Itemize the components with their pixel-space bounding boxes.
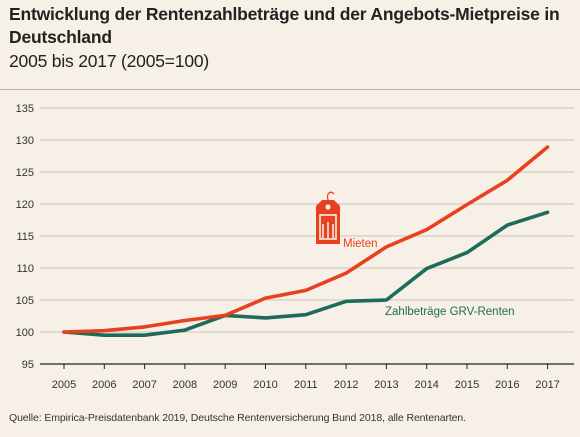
chart-subtitle: 2005 bis 2017 (2005=100) (9, 51, 210, 71)
y-tick-label: 105 (16, 295, 34, 307)
title-divider (0, 89, 580, 90)
y-tick-label: 100 (16, 327, 34, 339)
x-tick-label: 2008 (173, 379, 197, 391)
chart-grid (40, 107, 574, 365)
x-tick-label: 2015 (455, 379, 479, 391)
x-tick-label: 2010 (253, 379, 277, 391)
x-tick-label: 2009 (213, 379, 237, 391)
y-tick-label: 135 (16, 103, 34, 115)
x-tick-label: 2007 (132, 379, 156, 391)
y-tick-label: 125 (16, 167, 34, 179)
y-tick-label: 120 (16, 199, 34, 211)
x-tick-label: 2012 (334, 379, 358, 391)
mieten-series-label: Mieten (343, 238, 378, 250)
chart-series (62, 145, 550, 338)
x-tick-label: 2017 (535, 379, 559, 391)
mieten-series-line (62, 145, 550, 334)
renten-series-line (62, 210, 550, 338)
x-axis: 2005 2006 2007 2008 2009 2010 2011 2012 2013 2014… (52, 364, 560, 391)
renten-series-label: Zahlbeträge GRV-Renten (385, 306, 515, 318)
y-tick-label: 130 (16, 135, 34, 147)
y-tick-label: 110 (16, 263, 34, 275)
x-tick-label: 2005 (52, 379, 76, 391)
x-tick-label: 2016 (495, 379, 519, 391)
x-tick-label: 2006 (92, 379, 116, 391)
y-tick-label: 115 (16, 231, 34, 243)
x-tick-label: 2014 (414, 379, 438, 391)
series-labels: Mieten Zahlbeträge GRV-Renten (343, 238, 515, 318)
x-tick-label: 2013 (374, 379, 398, 391)
y-axis: 95 100 105 110 115 120 125 130 135 (16, 103, 34, 371)
y-tick-label: 95 (22, 359, 34, 371)
x-tick-label: 2011 (294, 379, 318, 391)
source-note: Quelle: Empirica-Preisdatenbank 2019, De… (9, 412, 466, 424)
chart-title: Entwicklung der Rentenzahlbeträge und de… (9, 4, 560, 47)
price-tag-house-icon (316, 191, 340, 244)
